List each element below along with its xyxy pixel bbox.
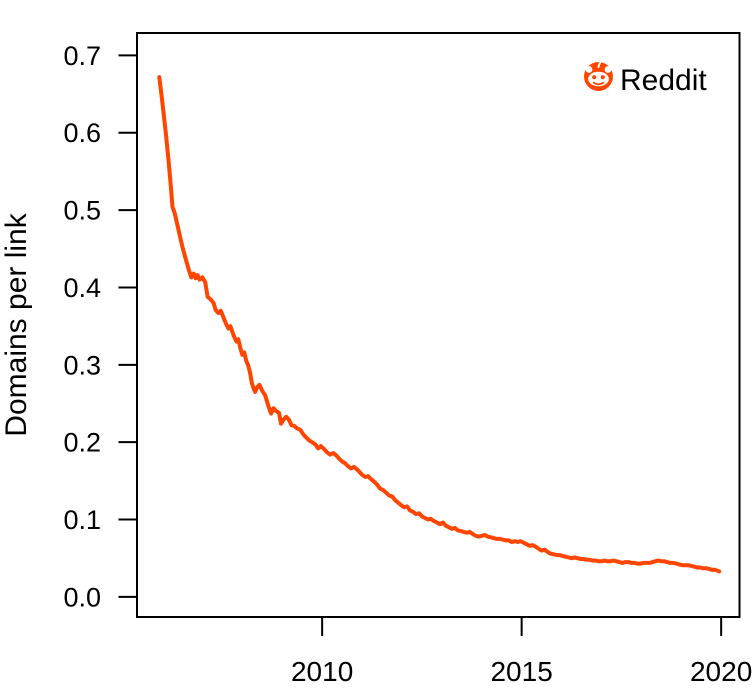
- y-axis: 0.0 0.1 0.2 0.3 0.4 0.5 0.6 0.7: [63, 41, 137, 612]
- y-axis-title: Domains per link: [0, 212, 33, 436]
- y-tick-label: 0.3: [63, 350, 101, 380]
- y-tick-label: 0.2: [63, 428, 101, 458]
- x-axis: 2010 2015 2020: [291, 617, 752, 687]
- reddit-icon-left-eye: [592, 75, 597, 80]
- x-tick-label: 2015: [490, 656, 552, 687]
- x-tick-label: 2010: [291, 656, 353, 687]
- series-line-reddit: [157, 75, 722, 574]
- y-tick-label: 0.5: [63, 196, 101, 226]
- reddit-icon-right-ear: [604, 66, 612, 73]
- y-tick-label: 0.6: [63, 118, 101, 148]
- reddit-snoo-icon: [584, 56, 613, 91]
- plot-border: [136, 32, 741, 618]
- y-tick-label: 0.1: [63, 505, 101, 535]
- y-tick-label: 0.0: [63, 582, 101, 612]
- legend-label-reddit: Reddit: [620, 64, 707, 97]
- series-group: [157, 75, 722, 574]
- reddit-icon-mouth: [592, 81, 605, 86]
- reddit-icon-antenna-tip: [604, 56, 611, 62]
- reddit-icon-left-ear: [585, 66, 593, 73]
- y-tick-label: 0.4: [63, 273, 101, 303]
- legend: Reddit: [584, 56, 707, 97]
- x-tick-label: 2020: [690, 656, 752, 687]
- reddit-icon-right-eye: [600, 75, 605, 80]
- y-tick-label: 0.7: [63, 41, 101, 71]
